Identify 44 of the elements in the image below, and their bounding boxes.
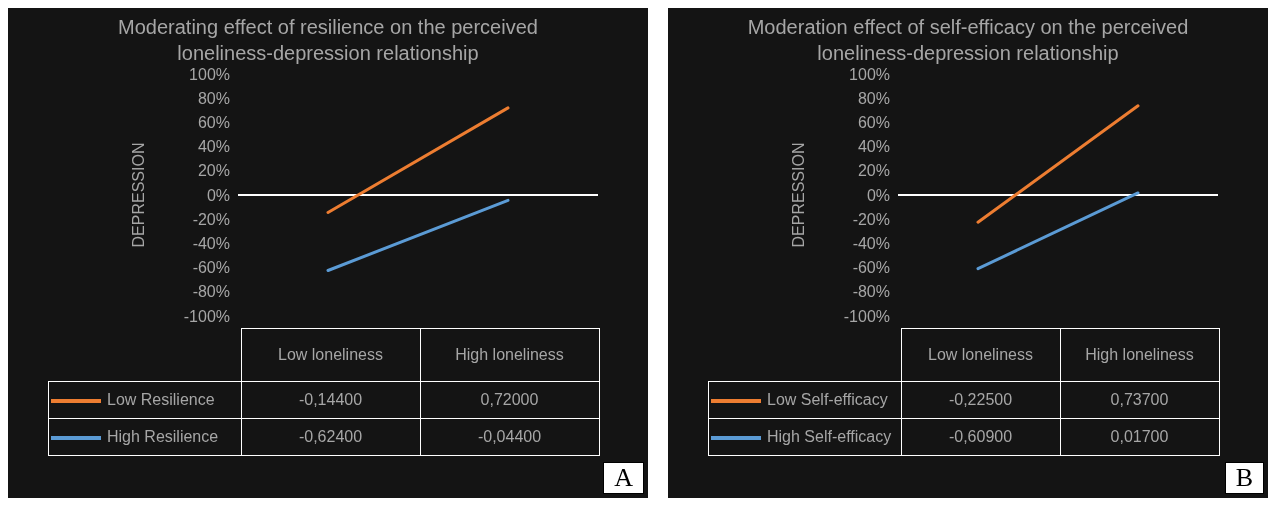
y-tick-label: -100% bbox=[183, 307, 230, 325]
data-label: -0,62400 bbox=[241, 418, 420, 456]
legend-label: Low Resilience bbox=[48, 381, 241, 419]
chart-title: Moderating effect of resilience on the perceived loneliness-depression relationship bbox=[117, 15, 539, 66]
data-label: -0,22500 bbox=[901, 381, 1060, 419]
legend-label: Low Self-efficacy bbox=[708, 381, 901, 419]
legend-label: High Resilience bbox=[48, 418, 241, 456]
x-tick-label: Low loneliness bbox=[241, 328, 420, 382]
y-tick-label: 20% bbox=[857, 162, 890, 180]
y-tick-label: 0% bbox=[206, 186, 230, 204]
y-tick-label: 0% bbox=[866, 186, 890, 204]
data-label: -0,60900 bbox=[901, 418, 1060, 456]
x-tick-label: High loneliness bbox=[1060, 328, 1219, 382]
text: B bbox=[1224, 462, 1264, 494]
chart-title: Moderation effect of self-efficacy on the perceived loneliness-depression relationship bbox=[746, 15, 1190, 66]
y-tick-label: 80% bbox=[197, 89, 230, 107]
y-axis-title: DEPRESSION bbox=[789, 142, 807, 248]
y-tick-label: 20% bbox=[197, 162, 230, 180]
y-tick-label: -20% bbox=[192, 210, 230, 228]
data-label: 0,72000 bbox=[420, 381, 599, 419]
y-tick-label: 100% bbox=[849, 65, 890, 83]
y-tick-label: -40% bbox=[192, 235, 230, 253]
text: A bbox=[603, 462, 644, 494]
y-axis-title: DEPRESSION bbox=[129, 142, 147, 248]
data-label: 0,73700 bbox=[1060, 381, 1219, 419]
y-tick-label: -80% bbox=[852, 283, 890, 301]
data-label: 0,01700 bbox=[1060, 418, 1219, 456]
y-tick-label: -40% bbox=[852, 235, 890, 253]
y-tick-label: 60% bbox=[197, 114, 230, 132]
y-tick-label: -80% bbox=[192, 283, 230, 301]
y-tick-label: 100% bbox=[189, 65, 230, 83]
y-tick-label: -60% bbox=[192, 259, 230, 277]
x-tick-label: High loneliness bbox=[420, 328, 599, 382]
legend-label: High Self-efficacy bbox=[708, 418, 901, 456]
data-label: -0,14400 bbox=[241, 381, 420, 419]
y-tick-label: -60% bbox=[852, 259, 890, 277]
data-label: -0,04400 bbox=[420, 418, 599, 456]
y-tick-label: -100% bbox=[843, 307, 890, 325]
x-tick-label: Low loneliness bbox=[901, 328, 1060, 382]
y-tick-label: 40% bbox=[857, 138, 890, 156]
y-tick-label: 40% bbox=[197, 138, 230, 156]
y-tick-label: 80% bbox=[857, 89, 890, 107]
y-tick-label: 60% bbox=[857, 114, 890, 132]
y-tick-label: -20% bbox=[852, 210, 890, 228]
